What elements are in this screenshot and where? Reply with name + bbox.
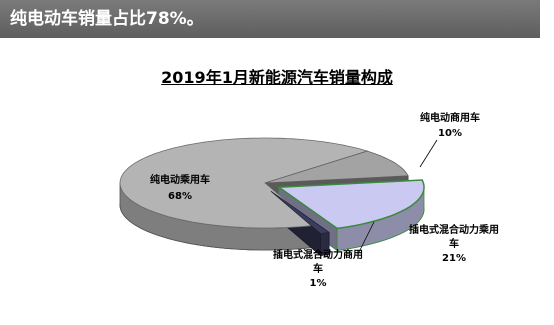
slice-label: 纯电动乘用车 — [150, 175, 210, 186]
header-bar: 纯电动车销量占比78%。 — [0, 0, 540, 38]
leader-line — [419, 139, 438, 168]
slice-value-label: 10% — [438, 128, 462, 139]
slice-value-label: 68% — [168, 191, 192, 202]
slice-label: 插电式混合动力商用车 — [273, 250, 363, 275]
slice-top — [270, 190, 331, 234]
slice-top — [264, 150, 409, 184]
slice-top — [276, 179, 425, 230]
slice-value-label: 1% — [309, 278, 327, 289]
slice-top — [119, 137, 369, 229]
slice-label: 纯电动商用车 — [420, 113, 480, 124]
chart-title: 2019年1月新能源汽车销量构成 — [161, 68, 393, 87]
slice-value-label: 21% — [442, 253, 466, 264]
leader-line — [357, 221, 375, 255]
slice-label: 插电式混合动力乘用车 — [409, 225, 499, 250]
